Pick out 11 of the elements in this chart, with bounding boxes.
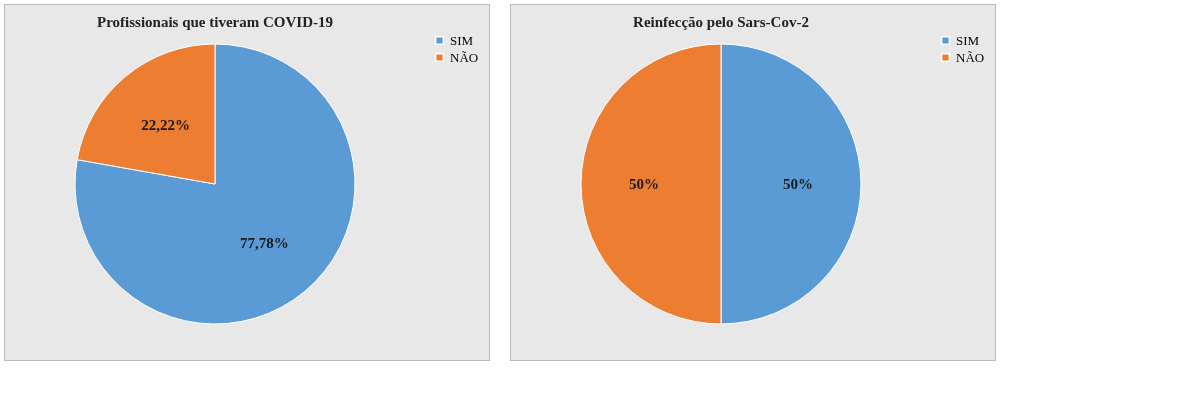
data-label: 22,22% <box>141 117 190 134</box>
legend-label: NÃO <box>956 49 985 65</box>
pie-slice <box>74 43 356 325</box>
data-label: 50% <box>783 176 813 192</box>
legend-label: SIM <box>956 32 980 48</box>
chart-title: Reinfecção pelo Sars-Cov-2 <box>633 14 809 30</box>
data-label: 50% <box>629 176 659 192</box>
legend-label: NÃO <box>450 49 479 65</box>
chart-title: Profissionais que tiveram COVID-19 <box>97 14 333 30</box>
data-label: 77,78% <box>240 234 289 251</box>
legend-label: SIM <box>450 32 474 48</box>
